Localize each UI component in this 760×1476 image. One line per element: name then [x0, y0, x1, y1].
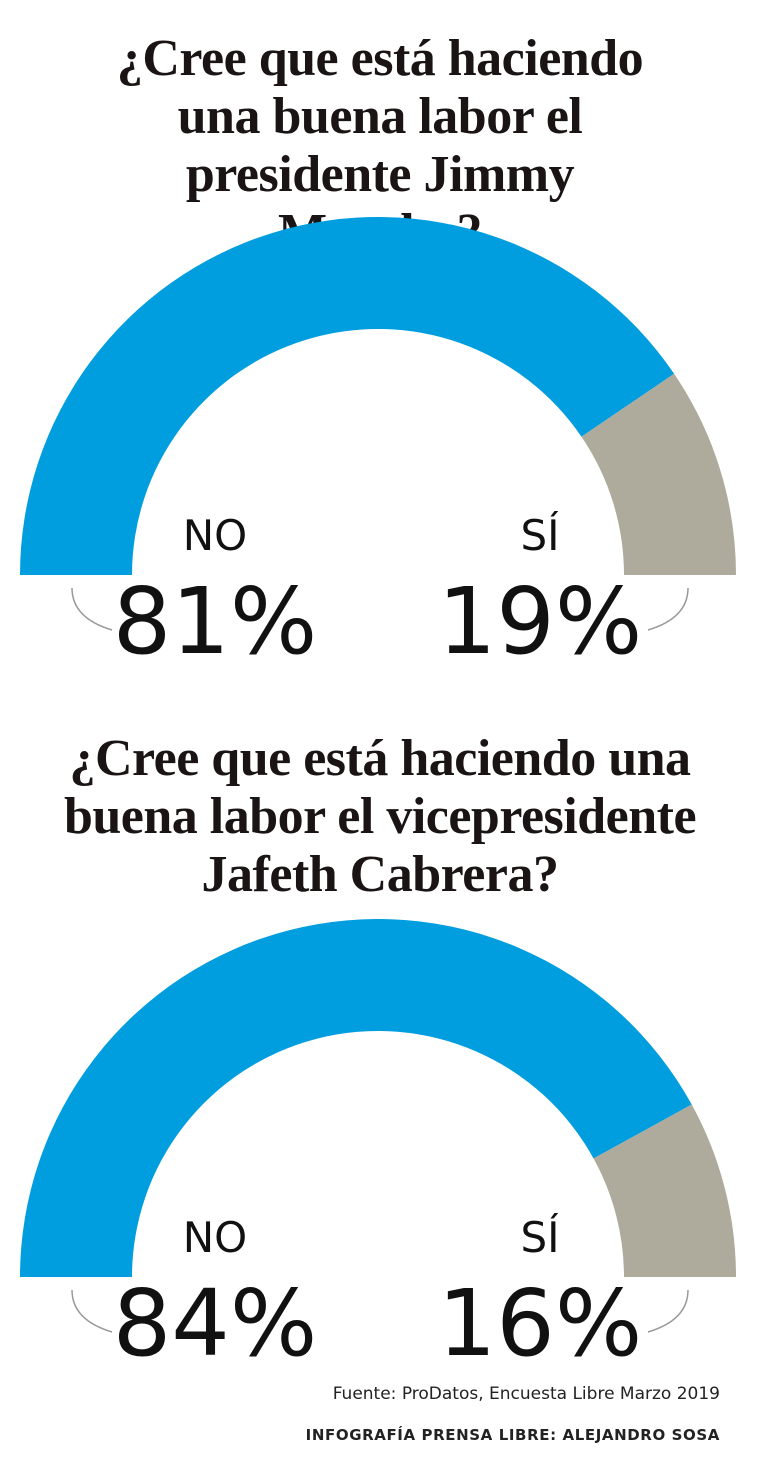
- segment: [593, 1104, 736, 1277]
- value-label: 84%: [113, 1270, 317, 1372]
- segment: [581, 373, 736, 575]
- decor: [71, 587, 113, 631]
- category-label: NO: [183, 511, 247, 560]
- source: Fuente: ProDatos, Encuesta Libre Marzo 2…: [332, 1384, 720, 1404]
- value-label: 19%: [438, 568, 642, 670]
- title-text: ¿Cree que está haciendo una buena labor …: [116, 30, 644, 261]
- chart-title: ¿Cree que está haciendo una buena labor …: [0, 730, 760, 904]
- title-text: ¿Cree que está haciendo una buena labor …: [63, 730, 697, 903]
- value-label: 16%: [438, 1270, 642, 1372]
- category-label: NO: [183, 1213, 247, 1262]
- decor: [647, 587, 689, 631]
- category-label: SÍ: [520, 510, 559, 560]
- decor: [71, 1289, 113, 1333]
- chart: NO 81% SÍ 19%: [20, 216, 736, 670]
- segment: [20, 919, 692, 1277]
- value-label: 81%: [113, 568, 317, 670]
- decor: [647, 1289, 689, 1333]
- chart-title: ¿Cree que está haciendo una buena labor …: [0, 30, 760, 262]
- credit: INFOGRAFÍA PRENSA LIBRE: ALEJANDRO SOSA: [305, 1426, 720, 1444]
- chart: NO 84% SÍ 16%: [20, 919, 736, 1372]
- category-label: SÍ: [520, 1212, 559, 1262]
- segment: [20, 216, 675, 575]
